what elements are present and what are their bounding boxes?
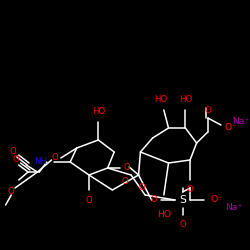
Text: O: O <box>124 162 130 172</box>
Text: HO: HO <box>179 95 192 104</box>
Text: HO: HO <box>154 95 168 104</box>
Text: S: S <box>179 195 186 205</box>
Text: O: O <box>179 220 186 229</box>
Text: O: O <box>138 182 145 192</box>
Text: O⁻: O⁻ <box>211 196 223 204</box>
Text: O: O <box>204 106 211 115</box>
Text: O: O <box>12 156 19 164</box>
Text: Na⁺: Na⁺ <box>225 204 242 212</box>
Text: O: O <box>10 148 16 156</box>
Text: O⁻: O⁻ <box>225 124 237 132</box>
Text: O: O <box>187 185 194 194</box>
Text: Na⁺: Na⁺ <box>232 118 250 126</box>
Text: O: O <box>8 188 14 196</box>
Text: HO: HO <box>157 210 171 219</box>
Text: HO: HO <box>92 107 105 116</box>
Text: O: O <box>86 196 92 205</box>
Text: O: O <box>121 178 128 186</box>
Text: NH: NH <box>34 158 47 166</box>
Text: O: O <box>51 154 58 162</box>
Text: O: O <box>150 196 157 204</box>
